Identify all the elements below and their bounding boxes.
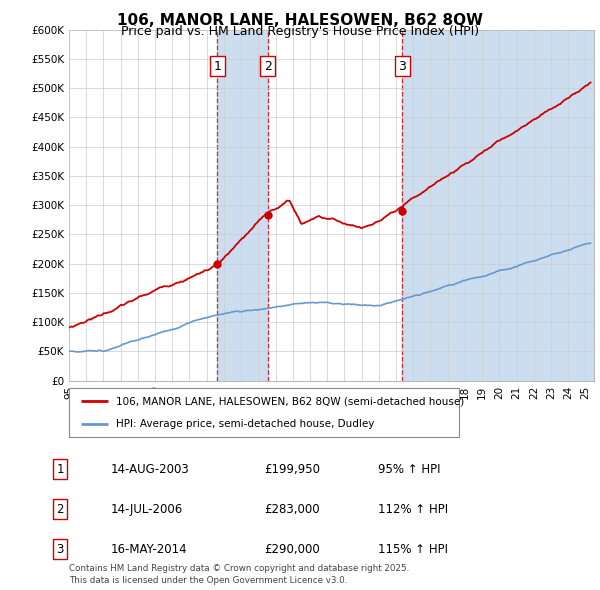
- Text: £199,950: £199,950: [264, 463, 320, 476]
- Text: 16-MAY-2014: 16-MAY-2014: [111, 543, 188, 556]
- Text: 3: 3: [398, 60, 406, 73]
- Bar: [403, 30, 594, 381]
- Text: 1: 1: [56, 463, 64, 476]
- FancyBboxPatch shape: [69, 388, 459, 437]
- Text: 2: 2: [56, 503, 64, 516]
- Text: 106, MANOR LANE, HALESOWEN, B62 8QW: 106, MANOR LANE, HALESOWEN, B62 8QW: [117, 13, 483, 28]
- Bar: [217, 30, 268, 381]
- Text: 106, MANOR LANE, HALESOWEN, B62 8QW (semi-detached house): 106, MANOR LANE, HALESOWEN, B62 8QW (sem…: [116, 396, 464, 407]
- Text: 14-AUG-2003: 14-AUG-2003: [111, 463, 190, 476]
- Text: 95% ↑ HPI: 95% ↑ HPI: [378, 463, 440, 476]
- Text: 115% ↑ HPI: 115% ↑ HPI: [378, 543, 448, 556]
- Text: HPI: Average price, semi-detached house, Dudley: HPI: Average price, semi-detached house,…: [116, 418, 374, 428]
- Text: Price paid vs. HM Land Registry's House Price Index (HPI): Price paid vs. HM Land Registry's House …: [121, 25, 479, 38]
- Text: 1: 1: [214, 60, 221, 73]
- Text: 2: 2: [264, 60, 272, 73]
- Text: 112% ↑ HPI: 112% ↑ HPI: [378, 503, 448, 516]
- Text: Contains HM Land Registry data © Crown copyright and database right 2025.
This d: Contains HM Land Registry data © Crown c…: [69, 565, 409, 585]
- Text: £290,000: £290,000: [264, 543, 320, 556]
- Text: 3: 3: [56, 543, 64, 556]
- Text: 14-JUL-2006: 14-JUL-2006: [111, 503, 183, 516]
- Text: £283,000: £283,000: [264, 503, 320, 516]
